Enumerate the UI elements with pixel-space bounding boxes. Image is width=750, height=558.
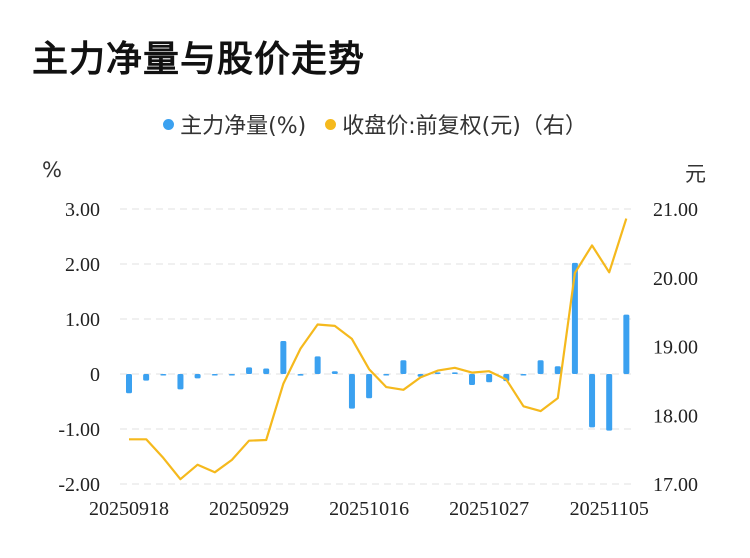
legend-dot-bar-icon: [163, 118, 175, 130]
legend-dot-line-icon: [325, 118, 337, 130]
legend: 主力净量(%) 收盘价:前复权(元)（右）: [0, 108, 750, 140]
bar[interactable]: [537, 360, 544, 374]
legend-item-line[interactable]: 收盘价:前复权(元)（右）: [325, 108, 587, 140]
grid-layer: [120, 208, 632, 485]
legend-label-line: 收盘价:前复权(元)（右）: [342, 114, 587, 139]
bar[interactable]: [606, 374, 613, 431]
left-axis-tick-label: 0: [90, 364, 100, 386]
bar[interactable]: [520, 374, 527, 376]
left-axis-unit: %: [42, 158, 62, 182]
axis-labels: 3.00 2.00 1.00 0 -1.00 -2.00 21.00 20.00 19.00 18…: [58, 199, 698, 520]
right-axis-unit: 元: [685, 162, 706, 186]
bar[interactable]: [366, 374, 373, 399]
bar[interactable]: [469, 374, 475, 385]
bar[interactable]: [623, 314, 630, 374]
right-axis-tick-label: 18.00: [653, 405, 698, 427]
bar[interactable]: [554, 366, 561, 374]
bar[interactable]: [126, 374, 132, 394]
bar[interactable]: [589, 374, 596, 428]
x-axis-tick-label: 20251105: [570, 498, 649, 520]
bar[interactable]: [383, 374, 390, 376]
page-title: 主力净量与股价走势: [32, 39, 366, 80]
bar-series: [126, 262, 630, 431]
price-line[interactable]: [129, 218, 628, 481]
left-axis-tick-label: -2.00: [58, 474, 100, 496]
right-axis-tick-label: 17.00: [653, 474, 698, 496]
x-axis-tick-label: 20250929: [209, 498, 289, 520]
right-axis-tick-label: 19.00: [653, 337, 698, 359]
right-axis-tick-label: 20.00: [653, 268, 698, 290]
bar[interactable]: [194, 374, 201, 379]
bar[interactable]: [331, 371, 338, 374]
x-axis-tick-label: 20251027: [449, 498, 529, 520]
bar[interactable]: [486, 374, 493, 383]
bar[interactable]: [211, 374, 218, 376]
bar[interactable]: [280, 341, 287, 374]
left-axis-tick-label: 3.00: [65, 199, 100, 221]
bar[interactable]: [143, 374, 150, 381]
left-axis-tick-label: 2.00: [65, 254, 100, 276]
legend-label-bar: 主力净量(%): [180, 114, 307, 139]
x-axis-tick-label: 20251016: [329, 498, 409, 520]
bar[interactable]: [228, 374, 235, 376]
left-axis-tick-label: -1.00: [58, 419, 100, 441]
legend-item-bar[interactable]: 主力净量(%): [163, 108, 306, 140]
bar[interactable]: [314, 356, 321, 374]
line-series: [128, 218, 628, 481]
bar[interactable]: [160, 374, 167, 376]
bar[interactable]: [297, 374, 304, 376]
bar[interactable]: [348, 374, 355, 409]
bar[interactable]: [177, 374, 184, 390]
bar[interactable]: [451, 372, 458, 374]
bar[interactable]: [400, 360, 407, 374]
left-axis-tick-label: 1.00: [65, 309, 100, 331]
x-axis-tick-label: 20250918: [89, 498, 169, 520]
bar[interactable]: [263, 368, 270, 375]
bar[interactable]: [246, 367, 253, 374]
bar[interactable]: [434, 372, 441, 374]
right-axis-tick-label: 21.00: [653, 199, 698, 221]
